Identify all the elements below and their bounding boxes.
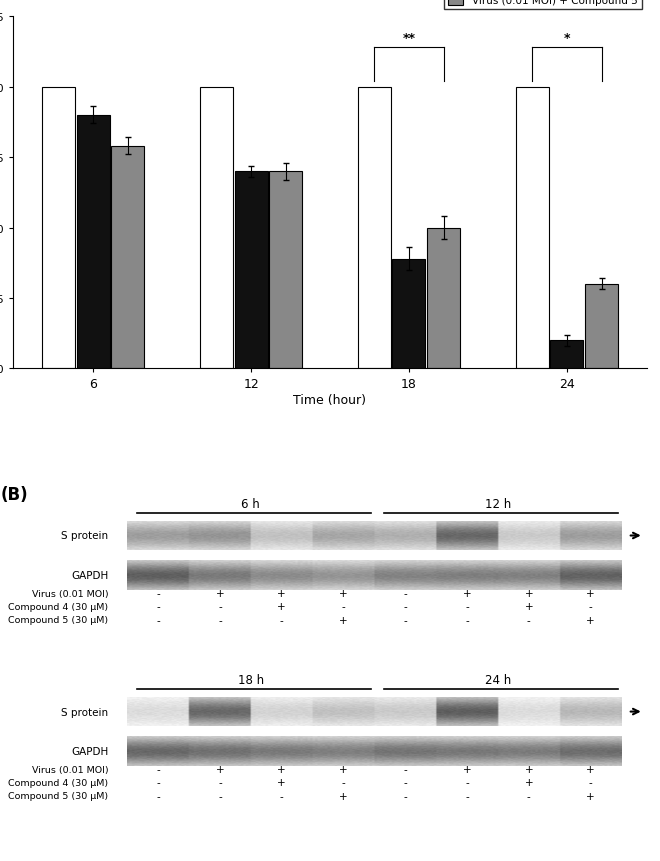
Text: +: +	[463, 765, 471, 774]
Bar	[234, 172, 267, 369]
Bar	[200, 88, 233, 369]
Text: +: +	[525, 765, 533, 774]
Text: -: -	[589, 777, 593, 788]
Text: 12 h: 12 h	[485, 498, 511, 511]
Text: GAPDH: GAPDH	[71, 746, 108, 756]
Text: -: -	[342, 777, 345, 788]
Text: S protein: S protein	[61, 531, 108, 541]
Text: +: +	[586, 588, 595, 598]
Text: +: +	[525, 602, 533, 611]
Text: +: +	[339, 588, 348, 598]
Bar	[358, 88, 391, 369]
Text: -: -	[527, 791, 531, 801]
Text: -: -	[527, 615, 531, 625]
Text: +: +	[525, 777, 533, 788]
Text: 24 h: 24 h	[485, 673, 511, 686]
Legend: Virus (0.01 MOI) + 0.5% DMSO, Virus (0.01 MOI) + Compound 4, Virus (0.01 MOI) + : Virus (0.01 MOI) + 0.5% DMSO, Virus (0.0…	[444, 0, 642, 10]
Bar	[112, 146, 145, 369]
Text: Virus (0.01 MOI): Virus (0.01 MOI)	[32, 765, 108, 774]
Text: +: +	[339, 791, 348, 801]
Text: (B): (B)	[1, 485, 28, 503]
Bar	[42, 88, 75, 369]
Text: -: -	[465, 791, 469, 801]
Bar	[77, 115, 110, 369]
Text: -: -	[218, 602, 222, 611]
Text: -: -	[280, 791, 284, 801]
Text: -: -	[403, 602, 407, 611]
Text: *: *	[564, 33, 570, 46]
Bar	[585, 284, 618, 369]
Text: -: -	[218, 777, 222, 788]
Text: -: -	[465, 615, 469, 625]
Bar	[550, 341, 583, 369]
Text: -: -	[342, 602, 345, 611]
Text: +: +	[586, 615, 595, 625]
Text: +: +	[586, 791, 595, 801]
Text: -: -	[403, 588, 407, 598]
Text: +: +	[216, 588, 224, 598]
Text: -: -	[403, 791, 407, 801]
Bar	[269, 172, 302, 369]
Text: -: -	[156, 791, 160, 801]
Text: +: +	[216, 765, 224, 774]
Text: +: +	[277, 588, 286, 598]
Text: -: -	[465, 602, 469, 611]
Text: 6 h: 6 h	[242, 498, 260, 511]
Text: Compound 5 (30 μM): Compound 5 (30 μM)	[8, 791, 108, 801]
Text: -: -	[280, 615, 284, 625]
Text: -: -	[465, 777, 469, 788]
Text: +: +	[339, 615, 348, 625]
Text: -: -	[403, 615, 407, 625]
Bar	[393, 259, 426, 369]
Bar	[515, 88, 548, 369]
Text: S protein: S protein	[61, 707, 108, 716]
Bar	[427, 228, 460, 369]
Text: Virus (0.01 MOI): Virus (0.01 MOI)	[32, 589, 108, 598]
Text: +: +	[586, 765, 595, 774]
Text: +: +	[525, 588, 533, 598]
Text: -: -	[218, 615, 222, 625]
Text: Compound 4 (30 μM): Compound 4 (30 μM)	[8, 778, 108, 787]
Text: -: -	[589, 602, 593, 611]
Text: -: -	[156, 602, 160, 611]
Text: +: +	[277, 602, 286, 611]
X-axis label: Time (hour): Time (hour)	[294, 393, 366, 406]
Text: -: -	[156, 765, 160, 774]
Text: +: +	[339, 765, 348, 774]
Text: +: +	[463, 588, 471, 598]
Text: -: -	[156, 615, 160, 625]
Text: +: +	[277, 777, 286, 788]
Text: -: -	[403, 765, 407, 774]
Text: **: **	[403, 33, 415, 46]
Text: -: -	[156, 588, 160, 598]
Text: -: -	[218, 791, 222, 801]
Text: +: +	[277, 765, 286, 774]
Text: Compound 4 (30 μM): Compound 4 (30 μM)	[8, 602, 108, 611]
Text: Compound 5 (30 μM): Compound 5 (30 μM)	[8, 616, 108, 624]
Text: -: -	[403, 777, 407, 788]
Text: -: -	[156, 777, 160, 788]
Text: 18 h: 18 h	[238, 673, 264, 686]
Text: GAPDH: GAPDH	[71, 570, 108, 580]
